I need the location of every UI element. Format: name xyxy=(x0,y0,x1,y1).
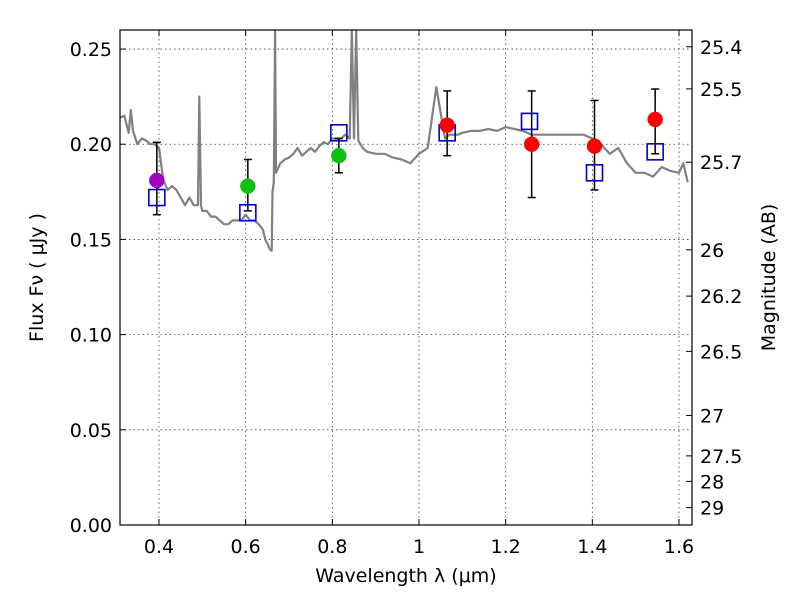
mag-tick-label: 27 xyxy=(700,405,724,427)
mag-tick-label: 26 xyxy=(700,240,724,262)
y-axis-label: Flux Fν ( μJy ) xyxy=(26,213,48,342)
grid-lines xyxy=(120,30,692,525)
model-square xyxy=(646,143,664,161)
spectrum-layer xyxy=(120,30,689,252)
model-square xyxy=(148,188,166,207)
model-square xyxy=(585,163,604,182)
photometry-point xyxy=(439,117,455,133)
photometry-point xyxy=(149,172,165,189)
y-tick-label: 0.20 xyxy=(70,134,112,156)
x-tick-label: 0.4 xyxy=(144,536,174,558)
x-tick-labels: 0.4 0.6 0.8 1 1.2 1.4 1.6 xyxy=(144,536,694,558)
plot-frame xyxy=(119,29,693,526)
photometry-point xyxy=(240,178,256,194)
x-tick-label: 1.2 xyxy=(491,536,521,558)
model-square xyxy=(239,203,257,222)
y-tick-labels: 0.00 0.05 0.10 0.15 0.20 0.25 xyxy=(70,39,112,537)
y-tick-label: 0.05 xyxy=(70,420,112,442)
mag-tick-label: 29 xyxy=(700,498,724,520)
mag-tick-label: 27.5 xyxy=(700,446,742,468)
photometry-point xyxy=(647,111,663,128)
mag-tick-label: 26.2 xyxy=(700,286,742,308)
tick-marks xyxy=(120,30,692,526)
y-tick-label: 0.00 xyxy=(70,515,112,537)
x-tick-label: 1 xyxy=(413,536,425,558)
photometry-point xyxy=(523,136,540,152)
spectrum-line xyxy=(120,30,689,252)
model-square xyxy=(520,112,539,131)
right-axis-label: Magnitude (AB) xyxy=(758,204,780,352)
mag-tick-label: 25.5 xyxy=(700,79,742,101)
model-square-layer xyxy=(148,112,664,222)
y-tick-label: 0.25 xyxy=(70,39,112,61)
mag-tick-label: 26.5 xyxy=(700,341,742,363)
magnitude-tick-labels: 25.4 25.5 25.7 26 26.2 26.5 27 27.5 28 29 xyxy=(700,37,742,520)
x-tick-label: 1.4 xyxy=(577,536,607,558)
photometry-point xyxy=(331,147,347,164)
photometry-point xyxy=(586,138,603,154)
y-tick-label: 0.15 xyxy=(70,229,112,251)
x-axis-label: Wavelength λ (μm) xyxy=(315,565,496,587)
x-tick-label: 1.6 xyxy=(664,536,694,558)
x-tick-label: 0.8 xyxy=(317,536,347,558)
x-tick-label: 0.6 xyxy=(231,536,261,558)
model-square xyxy=(330,124,348,142)
photometry-point-layer xyxy=(149,111,663,194)
y-tick-label: 0.10 xyxy=(70,325,112,347)
errorbar-layer xyxy=(152,88,660,216)
mag-tick-label: 25.7 xyxy=(700,152,742,174)
mag-tick-label: 25.4 xyxy=(700,37,742,59)
mag-tick-label: 28 xyxy=(700,471,724,493)
